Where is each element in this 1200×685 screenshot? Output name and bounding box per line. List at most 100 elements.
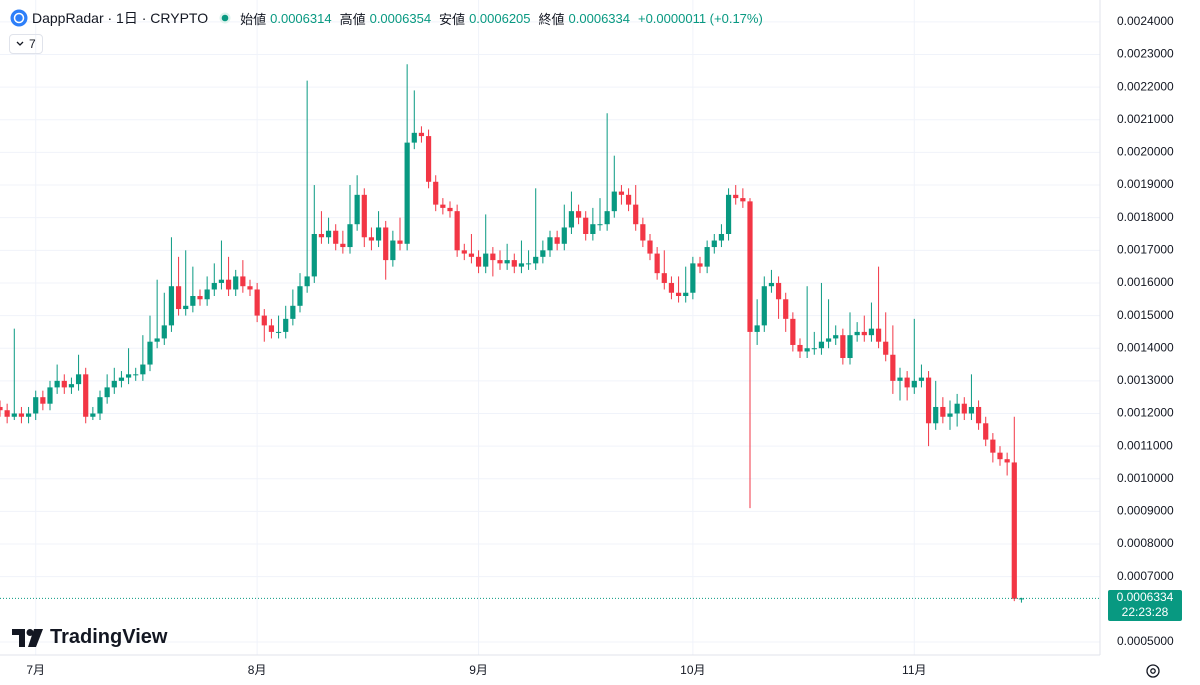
candle-body	[604, 211, 610, 225]
candle-body	[904, 377, 910, 388]
y-tick-label: 0.0013000	[1117, 373, 1174, 387]
candle-body	[468, 253, 475, 257]
candle-body	[418, 132, 425, 137]
indicator-count: 7	[29, 37, 36, 51]
candle-body	[575, 211, 582, 218]
close-label: 終値	[538, 11, 565, 27]
candle-body	[311, 233, 317, 277]
candle-body	[4, 410, 10, 417]
candle-body	[261, 315, 267, 326]
candle-body	[711, 240, 717, 248]
candle-body	[768, 282, 775, 287]
candle-body	[640, 224, 646, 241]
candle-body	[747, 201, 753, 332]
candle-body	[754, 325, 760, 332]
candle-body	[804, 348, 810, 352]
candle-body	[411, 132, 417, 143]
candle-body	[875, 328, 882, 342]
indicator-toggle[interactable]: 7	[9, 34, 43, 54]
candle-body	[740, 198, 746, 202]
candle-body	[797, 344, 803, 352]
symbol-title[interactable]: DappRadar · 1日 · CRYPTO	[32, 10, 209, 26]
candle-body	[890, 354, 896, 381]
candle-body	[183, 305, 189, 310]
candle-body	[811, 348, 817, 350]
candle-body	[197, 296, 203, 300]
candle-body	[511, 260, 517, 267]
candle-body	[1004, 459, 1010, 463]
candle-body	[940, 406, 946, 417]
change-value: +0.0000011 (+0.17%)	[637, 10, 763, 26]
candle-body	[718, 233, 725, 241]
candle-body	[383, 227, 389, 261]
candle-body	[254, 289, 260, 316]
symbol-logo	[10, 9, 28, 27]
x-tick-label: 11月	[902, 663, 926, 677]
candle-body	[833, 335, 839, 339]
candle-body	[454, 211, 460, 251]
candle-body	[854, 331, 860, 336]
low-value: 0.0006205	[469, 10, 531, 26]
candle-body	[225, 279, 232, 290]
high-label: 高値	[339, 11, 366, 27]
candle-body	[961, 403, 967, 414]
bar-countdown: 22:23:28	[1121, 605, 1169, 619]
candle-body	[247, 286, 253, 290]
candle-body	[147, 341, 153, 365]
candle-body	[868, 328, 875, 336]
candle-body	[133, 374, 139, 376]
candle-body	[125, 374, 132, 378]
candle-body	[18, 413, 25, 417]
candle-body	[568, 211, 575, 228]
candle-body	[233, 276, 239, 290]
candles	[0, 64, 1100, 603]
close-value: 0.0006334	[568, 10, 630, 26]
candle-body	[983, 423, 989, 440]
candle-body	[883, 341, 889, 355]
candle-body	[283, 318, 289, 332]
candle-body	[333, 230, 339, 244]
candle-body	[540, 250, 546, 257]
candle-body	[590, 224, 596, 234]
candle-body	[725, 194, 732, 234]
status-dot	[219, 12, 231, 24]
candle-body	[297, 286, 303, 306]
candle-body	[497, 260, 503, 264]
candle-body	[368, 237, 375, 241]
settings-icon[interactable]	[1146, 664, 1160, 678]
candle-body	[547, 237, 553, 251]
candle-body	[75, 374, 82, 385]
open-value: 0.0006314	[270, 10, 332, 26]
candle-body	[661, 273, 667, 283]
candle-body	[354, 194, 360, 225]
last-price-label: 0.0006334 22:23:28	[1108, 590, 1182, 621]
candle-body	[440, 204, 446, 208]
candle-body	[11, 413, 17, 417]
candle-body	[190, 296, 196, 306]
candle-body	[518, 263, 525, 267]
brand-name: TradingView	[50, 626, 168, 648]
y-tick-label: 0.0012000	[1117, 406, 1174, 420]
candle-body	[668, 282, 675, 293]
candle-body	[597, 224, 603, 226]
candle-body	[404, 142, 410, 244]
candle-body	[583, 217, 589, 234]
candle-body	[361, 194, 367, 238]
candle-body	[390, 240, 396, 261]
candle-body	[554, 237, 560, 244]
candle-body	[325, 230, 332, 238]
x-tick-label: 7月	[26, 663, 45, 677]
candle-body	[433, 181, 439, 205]
candle-body	[997, 452, 1003, 460]
y-tick-label: 0.0021000	[1117, 112, 1174, 126]
candle-body	[783, 299, 789, 319]
legend-header: DappRadar · 1日 · CRYPTO 始値 0.0006314 高値 0.…	[10, 8, 763, 28]
candle-body	[68, 384, 75, 388]
candle-body	[611, 191, 617, 212]
candle-body	[347, 224, 353, 248]
candle-body	[825, 338, 832, 342]
candle-body	[647, 240, 653, 254]
candle-body	[561, 227, 567, 244]
low-label: 安値	[439, 11, 466, 27]
candle-body	[968, 406, 975, 414]
